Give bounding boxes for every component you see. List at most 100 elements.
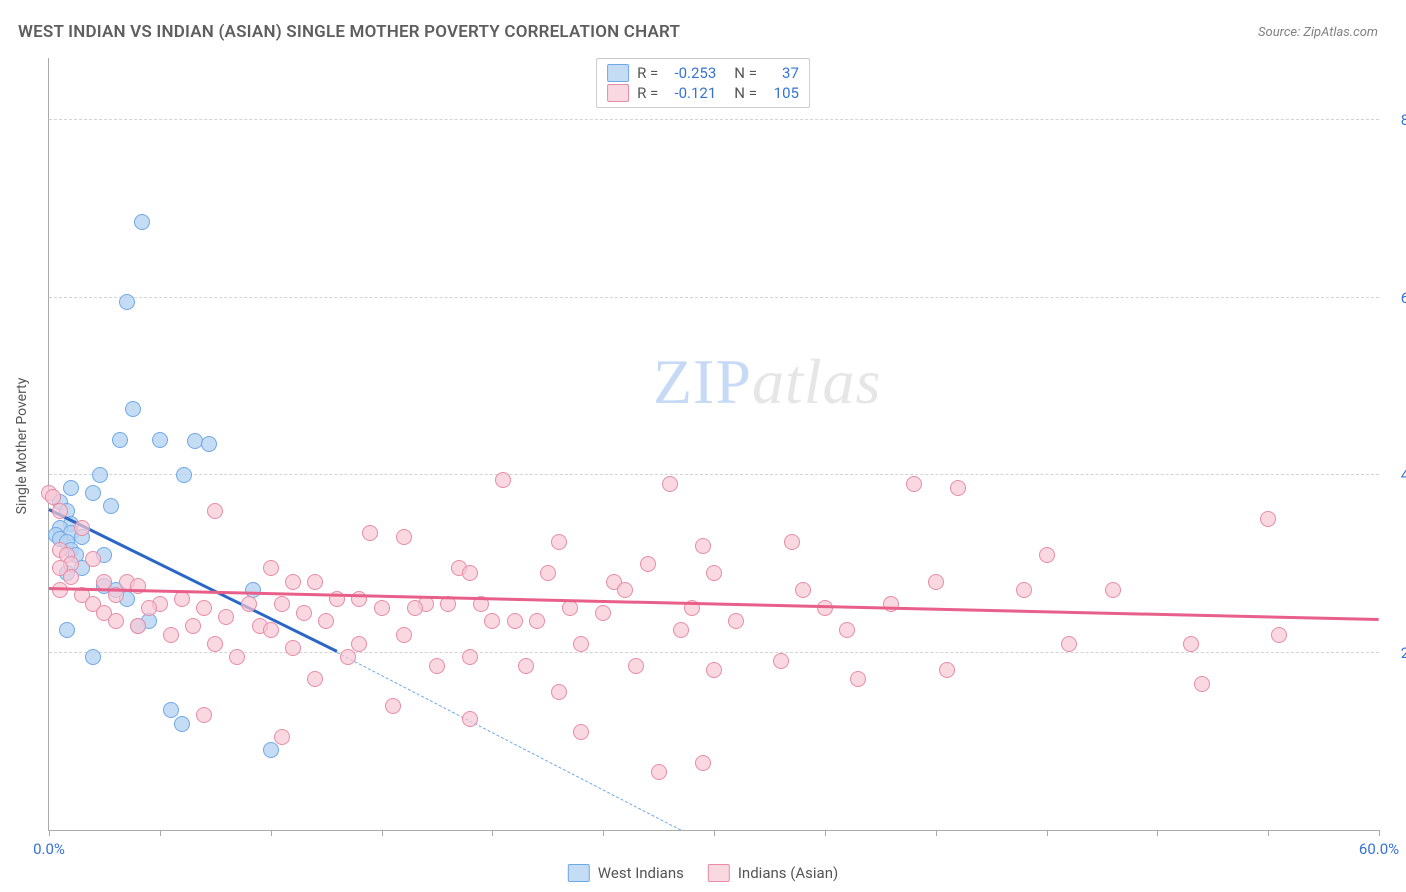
data-point: [92, 467, 108, 483]
data-point: [362, 525, 378, 541]
legend-n-value: 37: [765, 64, 799, 82]
data-point: [307, 574, 323, 590]
data-point: [307, 671, 323, 687]
trend-line: [337, 652, 681, 830]
data-point: [1105, 582, 1121, 598]
y-tick-label: 60.0%: [1386, 289, 1406, 307]
x-tick-mark: [160, 830, 161, 836]
legend-series-label: West Indians: [598, 864, 684, 882]
legend-n-label: N =: [734, 64, 757, 82]
data-point: [850, 671, 866, 687]
y-tick-label: 80.0%: [1386, 111, 1406, 129]
data-point: [1016, 582, 1032, 598]
data-point: [163, 627, 179, 643]
data-point: [374, 600, 390, 616]
data-point: [651, 764, 667, 780]
x-tick-mark: [492, 830, 493, 836]
data-point: [207, 503, 223, 519]
legend-r-label: R =: [637, 84, 658, 102]
data-point: [484, 613, 500, 629]
data-point: [573, 636, 589, 652]
data-point: [939, 662, 955, 678]
data-point: [318, 613, 334, 629]
data-point: [518, 658, 534, 674]
data-point: [462, 649, 478, 665]
data-point: [1061, 636, 1077, 652]
data-point: [529, 613, 545, 629]
data-point: [950, 480, 966, 496]
legend-n-label: N =: [734, 84, 757, 102]
legend-swatch: [607, 64, 629, 82]
data-point: [274, 596, 290, 612]
data-point: [695, 755, 711, 771]
data-point: [573, 724, 589, 740]
data-point: [141, 600, 157, 616]
data-point: [429, 658, 445, 674]
data-point: [507, 613, 523, 629]
data-point: [263, 622, 279, 638]
data-point: [839, 622, 855, 638]
data-point: [96, 574, 112, 590]
data-point: [85, 649, 101, 665]
data-point: [407, 600, 423, 616]
series-legend: West Indians Indians (Asian): [568, 864, 838, 882]
data-point: [285, 640, 301, 656]
data-point: [176, 467, 192, 483]
chart-title: WEST INDIAN VS INDIAN (ASIAN) SINGLE MOT…: [18, 22, 680, 42]
data-point: [196, 707, 212, 723]
data-point: [241, 596, 257, 612]
data-point: [103, 498, 119, 514]
data-point: [462, 565, 478, 581]
x-tick-mark: [271, 830, 272, 836]
data-point: [108, 613, 124, 629]
x-tick-mark: [825, 830, 826, 836]
legend-item: Indians (Asian): [708, 864, 838, 882]
data-point: [125, 401, 141, 417]
legend-swatch: [568, 864, 590, 882]
data-point: [218, 609, 234, 625]
data-point: [196, 600, 212, 616]
x-tick-mark: [1268, 830, 1269, 836]
data-point: [63, 480, 79, 496]
data-point: [551, 534, 567, 550]
y-tick-label: 20.0%: [1386, 644, 1406, 662]
data-point: [174, 591, 190, 607]
data-point: [706, 565, 722, 581]
data-point: [773, 653, 789, 669]
data-point: [385, 698, 401, 714]
watermark-part2: atlas: [752, 346, 881, 417]
data-point: [906, 476, 922, 492]
source-label: Source: ZipAtlas.com: [1258, 25, 1378, 40]
x-tick-mark: [603, 830, 604, 836]
data-point: [1039, 547, 1055, 563]
correlation-legend: R =-0.253N =37R =-0.121N =105: [596, 58, 810, 108]
data-point: [112, 432, 128, 448]
data-point: [1260, 511, 1276, 527]
legend-n-value: 105: [765, 84, 799, 102]
legend-swatch: [607, 84, 629, 102]
data-point: [201, 436, 217, 452]
data-point: [229, 649, 245, 665]
x-tick-mark: [1379, 830, 1380, 836]
x-tick-label: 60.0%: [1359, 840, 1399, 858]
data-point: [462, 711, 478, 727]
data-point: [296, 605, 312, 621]
data-point: [351, 636, 367, 652]
data-point: [163, 702, 179, 718]
legend-series-label: Indians (Asian): [738, 864, 838, 882]
data-point: [662, 476, 678, 492]
data-point: [119, 294, 135, 310]
data-point: [52, 582, 68, 598]
data-point: [134, 214, 150, 230]
data-point: [640, 556, 656, 572]
data-point: [340, 649, 356, 665]
data-point: [59, 622, 75, 638]
legend-row: R =-0.121N =105: [607, 83, 799, 103]
data-point: [495, 472, 511, 488]
data-point: [52, 503, 68, 519]
x-tick-mark: [382, 830, 383, 836]
watermark: ZIPatlas: [653, 345, 881, 419]
x-tick-mark: [714, 830, 715, 836]
data-point: [928, 574, 944, 590]
data-point: [1183, 636, 1199, 652]
